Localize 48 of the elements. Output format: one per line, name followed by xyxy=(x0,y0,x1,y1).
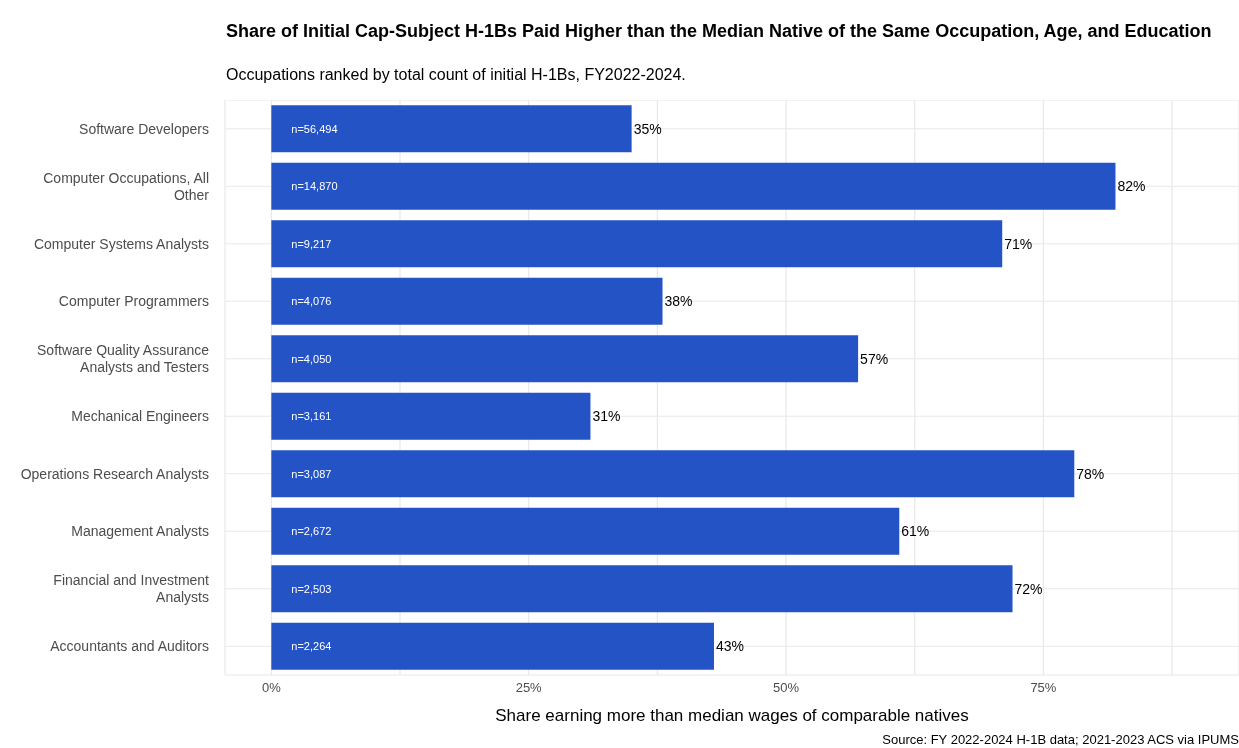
bar xyxy=(271,507,900,555)
x-tick-label: 75% xyxy=(1030,680,1057,696)
bar xyxy=(271,277,663,325)
data-label: 57% xyxy=(860,350,889,367)
x-tick-label: 50% xyxy=(773,680,800,696)
annotation: n=14,870 xyxy=(291,180,338,193)
y-tick-label: Operations Research Analysts xyxy=(20,465,209,482)
y-tick-label: Computer Systems Analysts xyxy=(33,235,209,252)
bar xyxy=(271,162,1116,210)
annotation: n=4,076 xyxy=(291,295,332,308)
annotation: n=3,087 xyxy=(291,467,332,480)
bar xyxy=(271,450,1075,498)
chart-subtitle: Occupations ranked by total count of initial H-1Bs, FY2022-2024. xyxy=(226,66,686,84)
data-label: 43% xyxy=(715,638,745,655)
bar xyxy=(271,335,859,383)
bar xyxy=(271,220,1003,268)
y-tick-label: Management Analysts xyxy=(71,523,209,540)
data-label: 38% xyxy=(664,293,693,310)
data-label: 72% xyxy=(1014,580,1043,597)
annotation: n=2,503 xyxy=(291,582,332,595)
data-label: 35% xyxy=(633,120,662,137)
y-tick-label: Mechanical Engineers xyxy=(71,408,209,425)
annotation: n=2,672 xyxy=(291,525,332,538)
annotation: n=2,264 xyxy=(291,640,332,653)
y-tick-label: Computer Occupations, All Other xyxy=(43,169,210,203)
x-tick-label: 25% xyxy=(515,680,543,696)
y-tick-label: Software Quality Assurance Analysts and Testers xyxy=(37,342,210,376)
source-note: Source: FY 2022-2024 H-1B data; 2021-2023 ACS via IPUMS xyxy=(882,732,1239,747)
data-label: 78% xyxy=(1076,465,1105,482)
data-label: 82% xyxy=(1117,178,1146,195)
y-tick-label: Computer Programmers xyxy=(58,293,209,310)
x-tick-label: 0% xyxy=(261,680,282,696)
data-label: 61% xyxy=(901,523,930,540)
bar xyxy=(271,622,714,670)
annotation: n=3,161 xyxy=(291,410,332,423)
bar xyxy=(271,565,1013,613)
annotation: n=56,494 xyxy=(291,122,338,135)
chart-title: Share of Initial Cap-Subject H-1Bs Paid Higher than the Median Native of the Same Occupation, Age, and Education xyxy=(226,20,1213,42)
y-tick-label: Accountants and Auditors xyxy=(50,638,209,655)
annotation: n=4,050 xyxy=(291,352,332,365)
annotation: n=9,217 xyxy=(291,237,332,250)
bar xyxy=(271,392,591,440)
y-tick-label: Software Developers xyxy=(79,120,209,137)
data-label: 31% xyxy=(592,408,621,425)
y-tick-label: Financial and Investment Analysts xyxy=(53,572,210,606)
x-axis-title: Share earning more than median wages of comparable natives xyxy=(494,706,970,726)
bar xyxy=(271,105,632,153)
data-label: 71% xyxy=(1004,235,1033,252)
